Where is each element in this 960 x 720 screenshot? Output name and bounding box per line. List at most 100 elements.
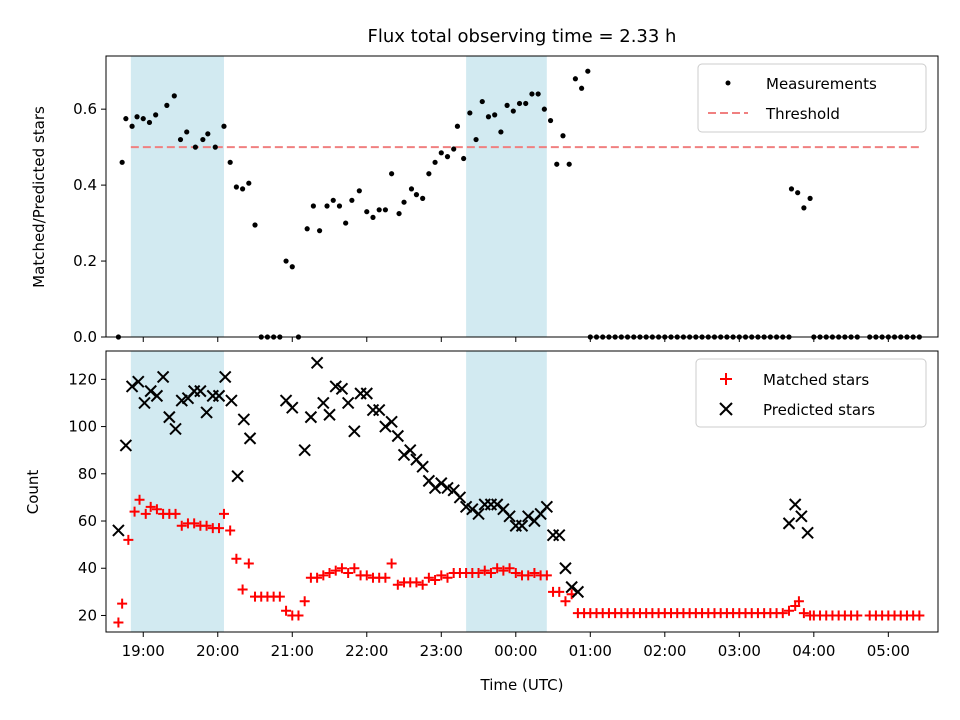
matched-star-point — [473, 567, 484, 578]
measurement-point — [566, 161, 572, 167]
matched-star-point — [504, 563, 515, 574]
predicted-star-point — [782, 517, 796, 530]
measurement-point — [123, 116, 129, 122]
predicted-star-point — [156, 370, 170, 384]
legend-threshold-label: Threshold — [765, 105, 840, 123]
bot-ytick-label: 20 — [78, 606, 97, 624]
matched-star-point — [361, 570, 372, 581]
matched-star-point — [293, 610, 304, 621]
x-tick-label: 05:00 — [867, 642, 910, 660]
measurement-point — [119, 159, 125, 165]
matched-star-point — [281, 605, 292, 616]
matched-star-point — [176, 520, 187, 531]
measurement-point — [795, 190, 801, 196]
matched-star-point — [492, 563, 503, 574]
matched-star-point — [274, 591, 285, 602]
measurement-point — [177, 136, 184, 143]
matched-star-point — [117, 598, 128, 609]
measurement-point — [129, 123, 135, 129]
predicted-star-point — [169, 422, 182, 436]
measurement-point — [324, 203, 330, 209]
predicted-star-point — [360, 387, 373, 400]
measurement-point — [304, 226, 310, 232]
matched-star-point — [189, 518, 200, 529]
bottom-plot-frame — [105, 350, 939, 633]
measurement-point — [461, 155, 467, 162]
measurement-point — [200, 136, 206, 143]
predicted-star-point — [391, 429, 405, 443]
measurement-point — [310, 203, 316, 209]
matched-star-point — [237, 584, 248, 595]
x-tick-label: 19:00 — [122, 642, 165, 660]
bottom-legend: Matched stars Predicted stars — [695, 358, 927, 428]
measurement-point — [560, 133, 566, 139]
top-ytick-label: 0.4 — [73, 176, 97, 194]
predicted-star-point — [112, 524, 125, 537]
measurement-point — [212, 144, 218, 150]
predicted-star-point — [428, 481, 442, 495]
measurement-point — [246, 180, 252, 186]
measurement-point — [376, 207, 382, 213]
measurement-point — [330, 197, 336, 203]
measurement-point — [134, 114, 140, 120]
predicted-star-point — [372, 403, 386, 417]
top-shaded-band-2 — [466, 56, 547, 337]
measurement-point — [205, 131, 211, 137]
matched-star-point — [529, 567, 540, 578]
matched-star-point — [442, 572, 453, 583]
measurement-point — [164, 102, 170, 108]
matched-star-point — [231, 553, 242, 564]
measurement-point — [788, 186, 795, 192]
bot-ytick-label: 60 — [78, 512, 97, 530]
matched-star-point — [324, 567, 335, 578]
predicted-star-point — [522, 510, 535, 523]
legend-measurements-label: Measurements — [766, 75, 877, 93]
predicted-star-point — [286, 401, 299, 414]
matched-star-point — [479, 565, 490, 576]
matched-star-point — [498, 565, 509, 576]
measurement-point — [420, 195, 426, 201]
measurement-point — [396, 210, 402, 217]
predicted-star-point — [490, 498, 504, 511]
predicted-star-point — [379, 420, 392, 433]
predicted-star-point — [150, 389, 164, 403]
predicted-star-point — [304, 410, 318, 424]
matched-star-point — [783, 605, 794, 616]
matched-star-point — [336, 563, 347, 574]
measurement-point — [389, 171, 395, 177]
measurement-point — [473, 136, 479, 143]
matched-star-point — [218, 508, 229, 519]
matched-star-point — [134, 494, 145, 505]
matched-star-point — [430, 575, 441, 586]
measurement-point — [444, 154, 451, 160]
measurement-point — [153, 112, 159, 118]
bot-ytick-label: 120 — [68, 370, 97, 388]
predicted-star-point — [163, 410, 176, 424]
legend-matched-label: Matched stars — [763, 371, 869, 389]
predicted-star-point — [397, 448, 411, 462]
top-ytick-label: 0.6 — [73, 100, 97, 118]
predicted-star-point — [341, 396, 355, 410]
x-tick-label: 01:00 — [569, 642, 612, 660]
top-legend: Measurements Threshold — [697, 63, 927, 133]
matched-star-point — [554, 586, 565, 597]
measurement-point — [283, 258, 289, 264]
measurement-point — [432, 159, 438, 165]
matched-star-point — [151, 504, 162, 515]
measurement-point — [336, 203, 343, 209]
legend-matched-marker — [720, 373, 732, 385]
matched-star-point — [312, 572, 323, 583]
predicted-star-point — [466, 503, 479, 516]
matched-star-point — [560, 596, 571, 607]
predicted-star-point — [200, 406, 213, 419]
predicted-star-point — [125, 380, 139, 393]
x-tick-label: 03:00 — [718, 642, 761, 660]
x-tick-label: 22:00 — [345, 642, 388, 660]
measurement-point — [289, 264, 295, 270]
predicted-star-point — [565, 580, 578, 594]
top-plot-frame — [105, 55, 939, 338]
matched-star-point — [541, 570, 552, 581]
matched-star-point — [225, 525, 236, 536]
predicted-star-point — [571, 585, 585, 599]
measurement-point — [572, 76, 578, 82]
